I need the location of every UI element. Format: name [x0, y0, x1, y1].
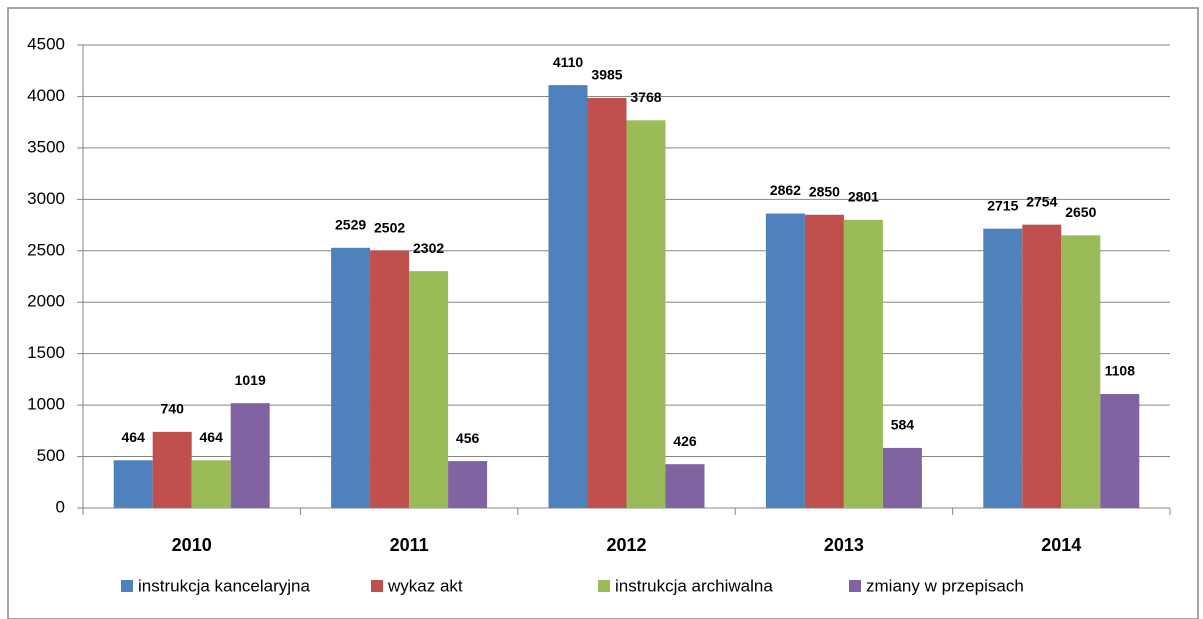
x-tick-label: 2011: [390, 535, 429, 555]
y-tick-label: 4500: [27, 34, 65, 53]
bar: [765, 213, 805, 509]
data-label: 2715: [987, 197, 1018, 213]
legend-swatch: [849, 580, 861, 592]
data-label: 2862: [770, 182, 801, 198]
data-label: 2801: [848, 189, 879, 205]
bar: [1061, 235, 1101, 508]
bar: [626, 120, 666, 508]
data-label: 1019: [235, 372, 266, 388]
bar: [1100, 393, 1140, 508]
y-tick-label: 1500: [27, 343, 65, 362]
bar: [983, 228, 1023, 508]
x-tick-label: 2014: [1041, 535, 1081, 555]
bar: [230, 403, 270, 508]
data-label: 584: [891, 417, 915, 433]
legend-label: instrukcja archiwalna: [615, 576, 773, 595]
bar: [804, 214, 844, 508]
data-label: 2502: [374, 219, 405, 235]
y-tick-label: 3500: [27, 137, 65, 156]
bar: [448, 461, 488, 508]
data-label: 464: [200, 429, 224, 445]
data-label: 740: [161, 401, 185, 417]
legend-swatch: [121, 580, 133, 592]
bar: [1022, 224, 1062, 509]
data-label: 1108: [1105, 363, 1136, 379]
bar: [152, 431, 192, 508]
bar: [548, 85, 588, 509]
legend-label: instrukcja kancelaryjna: [138, 576, 311, 595]
bar: [587, 97, 627, 508]
y-tick-label: 2500: [27, 240, 65, 259]
x-tick-label: 2010: [172, 535, 212, 555]
y-tick-label: 3000: [27, 189, 65, 208]
x-tick-label: 2012: [606, 535, 646, 555]
y-tick-label: 2000: [27, 292, 65, 311]
bar: [409, 271, 449, 508]
y-tick-label: 500: [37, 446, 65, 465]
bar: [843, 219, 883, 508]
bar: [331, 247, 371, 508]
y-tick-label: 4000: [27, 86, 65, 105]
data-label: 4110: [553, 54, 584, 70]
data-label: 2754: [1026, 193, 1057, 209]
data-label: 2302: [413, 240, 444, 256]
bar: [113, 460, 153, 508]
bar: [191, 460, 231, 508]
data-label: 2650: [1065, 204, 1096, 220]
y-tick-label: 1000: [27, 395, 65, 414]
data-label: 3985: [591, 67, 622, 83]
bar: [882, 447, 922, 508]
data-label: 2850: [809, 183, 840, 199]
data-label: 426: [673, 433, 697, 449]
data-label: 456: [456, 430, 480, 446]
bar: [665, 464, 705, 508]
y-tick-label: 0: [56, 497, 65, 516]
legend-swatch: [371, 580, 383, 592]
legend-label: wykaz akt: [387, 576, 463, 595]
legend-swatch: [598, 580, 610, 592]
legend-label: zmiany w przepisach: [866, 576, 1024, 595]
data-label: 464: [122, 429, 146, 445]
bar: [370, 250, 410, 508]
x-tick-label: 2013: [824, 535, 864, 555]
data-label: 2529: [335, 216, 366, 232]
data-label: 3768: [630, 89, 661, 105]
